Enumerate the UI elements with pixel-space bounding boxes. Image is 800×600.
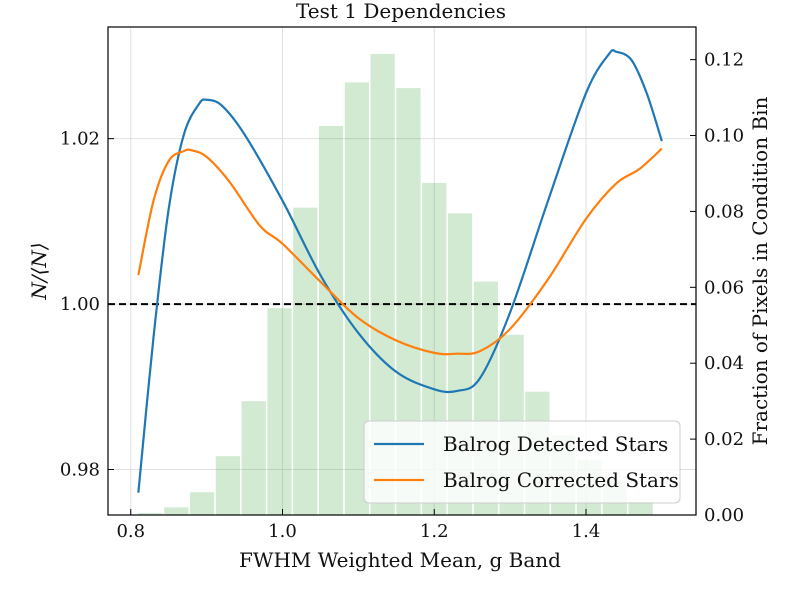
series-line-detected [137,49,663,493]
histogram-bar [293,207,318,516]
x-tick-label: 0.8 [116,521,145,542]
legend: Balrog Detected Stars Balrog Corrected St… [363,420,681,504]
y-right-tick-label: 0.06 [704,277,744,298]
histogram-bar [318,126,344,515]
histogram-bar [138,513,163,515]
x-tick-label: 1.0 [268,521,297,542]
y-right-tick-label: 0.00 [704,505,744,526]
y-right-tick-label: 0.10 [704,126,744,147]
series-line-corrected [137,147,663,356]
legend-label: Balrog Corrected Stars [443,468,679,492]
histogram-bar [164,507,189,515]
histogram-bar [215,456,240,515]
y-left-tick-label: 1.00 [60,294,100,315]
y-axis-left-label: N/⟨N⟩ [27,242,51,300]
legend-label: Balrog Detected Stars [443,432,668,456]
series-lines [137,49,663,493]
y-right-tick-label: 0.08 [704,201,744,222]
histogram-bar [189,492,215,515]
x-axis-label: FWHM Weighted Mean, g Band [239,548,561,572]
y-right-tick-label: 0.04 [704,353,744,374]
y-right-tick-label: 0.02 [704,429,744,450]
plot-frame [107,26,697,516]
histogram-bar [267,308,292,515]
histogram-bar [628,501,653,515]
y-axis-right-label: Fraction of Pixels in Condition Bin [748,96,772,445]
y-left-tick-label: 0.98 [60,460,100,481]
y-right-tick-label: 0.12 [704,50,744,71]
legend-box [363,420,681,504]
chart-title: Test 1 Dependencies [296,0,506,23]
x-tick-label: 1.4 [572,521,601,542]
y-left-tick-label: 1.02 [60,129,100,150]
histogram-bar [241,401,266,515]
axis-ticks: 0.8 1.0 1.2 1.4 0.98 1.00 1.02 0.00 0.02 0.04 0.06… [60,50,744,542]
x-tick-label: 1.2 [420,521,449,542]
